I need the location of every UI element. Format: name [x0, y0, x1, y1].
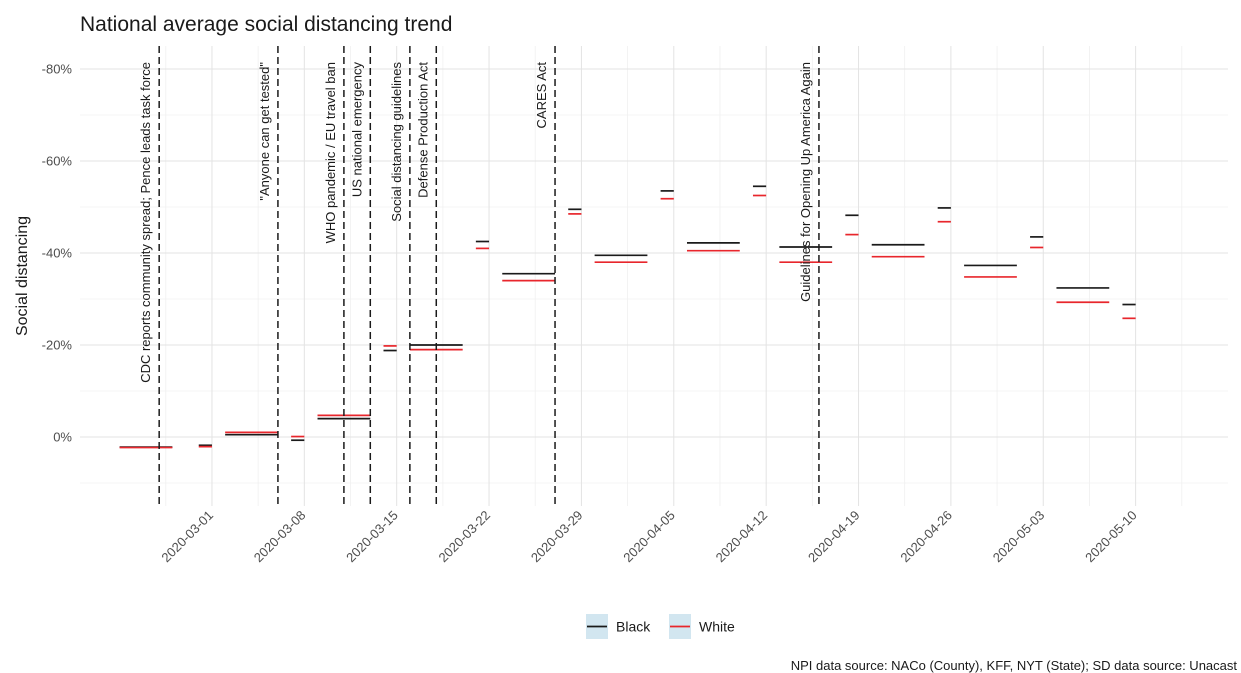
series-segments — [119, 185, 1136, 449]
event-label: CARES Act — [534, 62, 549, 129]
x-tick-label: 2020-03-01 — [158, 508, 216, 566]
event-label: WHO pandemic / EU travel ban — [323, 62, 338, 243]
event-label: Guidelines for Opening Up America Again — [798, 62, 813, 302]
y-tick-label: -60% — [42, 154, 73, 169]
x-tick-label: 2020-05-10 — [1082, 508, 1140, 566]
event-label: CDC reports community spread; Pence lead… — [138, 62, 153, 383]
x-tick-label: 2020-04-05 — [620, 508, 678, 566]
legend-item-black: Black — [586, 614, 651, 639]
x-tick-label: 2020-04-12 — [713, 508, 771, 566]
chart-caption: NPI data source: NACo (County), KFF, NYT… — [791, 658, 1238, 673]
event-label: "Anyone can get tested" — [257, 62, 272, 201]
event-markers: CDC reports community spread; Pence lead… — [138, 46, 820, 506]
x-tick-label: 2020-03-08 — [251, 508, 309, 566]
y-tick-labels: -80% -60% -40% -20% 0% — [42, 62, 73, 445]
x-tick-label: 2020-03-29 — [528, 508, 586, 566]
y-axis-label: Social distancing — [14, 216, 31, 336]
y-tick-label: -20% — [42, 338, 73, 353]
event-label: Social distancing guidelines — [389, 62, 404, 222]
legend-item-white: White — [669, 614, 735, 639]
x-tick-labels: 2020-03-01 2020-03-08 2020-03-15 2020-03-22… — [158, 508, 1139, 566]
x-tick-label: 2020-03-15 — [343, 508, 401, 566]
x-tick-label: 2020-05-03 — [990, 508, 1048, 566]
chart-title: National average social distancing trend — [80, 13, 452, 36]
y-tick-label: -40% — [42, 246, 73, 261]
event-label: US national emergency — [349, 62, 364, 198]
x-tick-label: 2020-03-22 — [436, 508, 494, 566]
grid-lines — [80, 46, 1228, 506]
event-label: Defense Production Act — [415, 62, 430, 198]
y-tick-label: -80% — [42, 62, 73, 77]
y-tick-label: 0% — [53, 430, 72, 445]
x-tick-label: 2020-04-19 — [805, 508, 863, 566]
x-tick-label: 2020-04-26 — [897, 508, 955, 566]
legend-label: Black — [616, 619, 651, 635]
legend: Black White — [586, 614, 735, 639]
legend-label: White — [699, 619, 735, 635]
